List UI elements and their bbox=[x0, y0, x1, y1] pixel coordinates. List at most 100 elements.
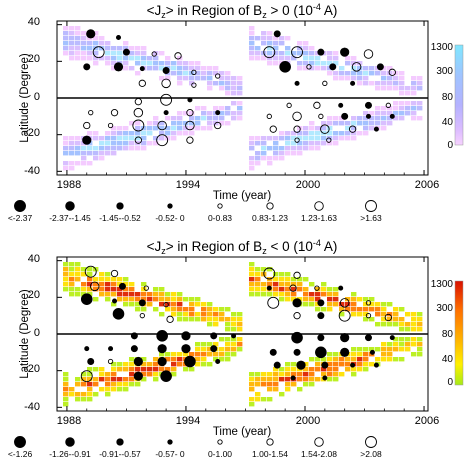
positive-current-marker bbox=[267, 296, 280, 309]
heatmap-cell bbox=[195, 126, 201, 131]
heatmap-cell bbox=[183, 131, 189, 136]
heatmap-cell bbox=[87, 131, 93, 136]
heatmap-cell bbox=[231, 337, 237, 342]
heatmap-cell bbox=[105, 272, 111, 277]
heatmap-cell bbox=[255, 292, 261, 297]
heatmap-cell bbox=[303, 287, 309, 292]
heatmap-cell bbox=[339, 307, 345, 312]
positive-current-marker bbox=[163, 302, 169, 308]
heatmap-cell bbox=[195, 347, 201, 352]
heatmap-cell bbox=[171, 116, 177, 121]
heatmap-cell bbox=[249, 166, 255, 171]
heatmap-cell bbox=[165, 297, 171, 302]
heatmap-cell bbox=[297, 136, 303, 141]
heatmap-cell bbox=[285, 277, 291, 282]
negative-current-marker bbox=[80, 293, 93, 305]
heatmap-cell bbox=[399, 347, 405, 352]
y-tick-label: 0 bbox=[34, 91, 40, 103]
heatmap-cell bbox=[63, 402, 69, 407]
heatmap-cell bbox=[387, 76, 393, 81]
heatmap-cell bbox=[207, 126, 213, 131]
heatmap-cell bbox=[177, 71, 183, 76]
heatmap-cell bbox=[69, 292, 75, 297]
heatmap-cell bbox=[351, 76, 357, 81]
heatmap-cell bbox=[69, 51, 75, 56]
heatmap-cell bbox=[153, 136, 159, 141]
heatmap-cell bbox=[387, 352, 393, 357]
heatmap-cell bbox=[63, 392, 69, 397]
positive-current-marker bbox=[156, 134, 169, 147]
heatmap-cell bbox=[117, 362, 123, 367]
heatmap-cell bbox=[87, 46, 93, 51]
heatmap-cell bbox=[99, 136, 105, 141]
heatmap-cell bbox=[375, 86, 381, 91]
heatmap-cell bbox=[99, 387, 105, 392]
heatmap-cell bbox=[279, 272, 285, 277]
heatmap-cell bbox=[249, 382, 255, 387]
heatmap-cell bbox=[135, 302, 141, 307]
heatmap-cell bbox=[339, 357, 345, 362]
heatmap-cell bbox=[279, 287, 285, 292]
heatmap-cell bbox=[417, 106, 423, 111]
heatmap-cell bbox=[267, 56, 273, 61]
heatmap-cell bbox=[117, 377, 123, 382]
legend-marker bbox=[65, 437, 75, 447]
heatmap-cell bbox=[237, 312, 243, 317]
heatmap-cell bbox=[339, 131, 345, 136]
heatmap-cell bbox=[273, 46, 279, 51]
heatmap-cell bbox=[219, 106, 225, 111]
heatmap-cell bbox=[231, 91, 237, 96]
heatmap-cell bbox=[105, 151, 111, 156]
legend-marker bbox=[65, 201, 75, 211]
heatmap-cell bbox=[75, 277, 81, 282]
legend-marker bbox=[167, 203, 173, 209]
heatmap-cell bbox=[207, 111, 213, 116]
heatmap-cell bbox=[189, 81, 195, 86]
heatmap-cell bbox=[93, 151, 99, 156]
heatmap-cell bbox=[213, 342, 219, 347]
positive-current-marker bbox=[266, 113, 272, 119]
heatmap-cell bbox=[111, 282, 117, 287]
heatmap-cell bbox=[279, 292, 285, 297]
heatmap-cell bbox=[201, 347, 207, 352]
heatmap-cell bbox=[153, 126, 159, 131]
heatmap-cell bbox=[177, 116, 183, 121]
heatmap-cell bbox=[141, 292, 147, 297]
negative-current-marker bbox=[376, 63, 384, 71]
positive-current-marker bbox=[160, 93, 173, 106]
heatmap-cell bbox=[291, 146, 297, 151]
heatmap-cell bbox=[129, 66, 135, 71]
positive-current-marker bbox=[286, 102, 292, 108]
heatmap-cell bbox=[153, 367, 159, 372]
heatmap-cell bbox=[273, 61, 279, 66]
heatmap-cell bbox=[393, 347, 399, 352]
heatmap-cell bbox=[75, 141, 81, 146]
heatmap-cell bbox=[225, 121, 231, 126]
heatmap-cell bbox=[411, 342, 417, 347]
heatmap-cell bbox=[153, 121, 159, 126]
negative-current-marker bbox=[84, 346, 90, 352]
negative-current-marker bbox=[373, 126, 379, 132]
heatmap-cell bbox=[351, 372, 357, 377]
heatmap-cell bbox=[315, 136, 321, 141]
positive-current-marker bbox=[166, 315, 174, 323]
heatmap-cell bbox=[75, 26, 81, 31]
heatmap-cell bbox=[309, 126, 315, 131]
heatmap-cell bbox=[99, 141, 105, 146]
heatmap-cell bbox=[177, 131, 183, 136]
heatmap-cell bbox=[105, 277, 111, 282]
heatmap-cell bbox=[399, 76, 405, 81]
heatmap-cell bbox=[309, 56, 315, 61]
heatmap-cell bbox=[303, 302, 309, 307]
heatmap-cell bbox=[159, 51, 165, 56]
heatmap-cell bbox=[273, 387, 279, 392]
positive-current-marker bbox=[293, 271, 301, 279]
heatmap-cell bbox=[135, 136, 141, 141]
heatmap-cell bbox=[189, 66, 195, 71]
heatmap-cell bbox=[303, 131, 309, 136]
heatmap-cell bbox=[411, 312, 417, 317]
heatmap-cell bbox=[405, 312, 411, 317]
heatmap-cell bbox=[75, 392, 81, 397]
heatmap-cell bbox=[183, 307, 189, 312]
heatmap-cell bbox=[351, 347, 357, 352]
